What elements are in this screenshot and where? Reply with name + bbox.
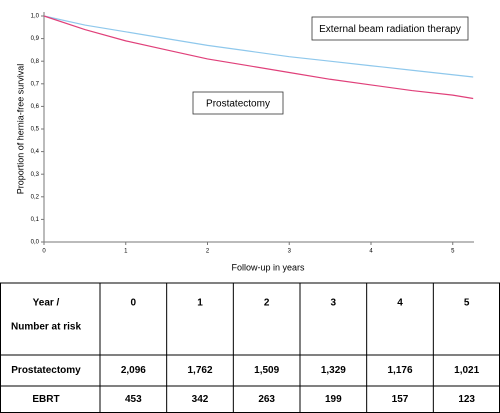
x-tick-label: 3: [288, 249, 292, 255]
y-tick-label: 0,5: [31, 127, 40, 133]
table-corner: Number at risk: [11, 322, 81, 333]
table-header: 3: [331, 298, 337, 309]
y-tick-label: 0,0: [31, 240, 40, 246]
table-cell: 123: [458, 394, 475, 405]
table-cell: 1,329: [321, 365, 346, 376]
y-tick-label: 0,3: [31, 172, 40, 178]
y-tick-label: 0,1: [31, 217, 40, 223]
table-corner: Year /: [33, 298, 60, 309]
table-header: 5: [464, 298, 470, 309]
table-cell: 1,509: [254, 365, 279, 376]
y-tick-label: 0,7: [31, 81, 40, 87]
table-cell: 199: [325, 394, 342, 405]
y-tick-label: 0,4: [31, 149, 40, 155]
table-cell: 263: [258, 394, 275, 405]
x-tick-label: 2: [206, 249, 210, 255]
table-cell: 157: [392, 394, 409, 405]
y-tick-label: 0,2: [31, 194, 40, 200]
y-tick-label: 0,8: [31, 59, 40, 65]
table-cell: Prostatectomy: [11, 365, 81, 376]
table-header: 2: [264, 298, 270, 309]
y-tick-label: 0,6: [31, 104, 40, 110]
legend-label: External beam radiation therapy: [319, 24, 461, 35]
x-tick-label: 1: [124, 249, 128, 255]
table-header: 0: [131, 298, 137, 309]
legend-box: [311, 16, 469, 41]
table-cell: 2,096: [121, 365, 146, 376]
table-header: 1: [197, 298, 203, 309]
survival-curve: [43, 15, 474, 100]
table-header: 4: [397, 298, 403, 309]
x-axis-label: Follow-up in years: [231, 262, 305, 272]
table-cell: 342: [192, 394, 209, 405]
y-tick-label: 0,9: [31, 36, 40, 42]
x-tick-label: 5: [451, 249, 455, 255]
table-cell: 1,762: [187, 365, 212, 376]
x-tick-label: 0: [42, 249, 46, 255]
x-tick-label: 4: [369, 249, 373, 255]
survival-curve: [43, 15, 474, 78]
table-cell: 453: [125, 394, 142, 405]
table-cell: 1,021: [454, 365, 479, 376]
y-tick-label: 1,0: [31, 14, 40, 20]
y-axis-label: Proportion of hernia-free survival: [15, 64, 25, 195]
legend-box: [192, 91, 284, 115]
table-cell: 1,176: [387, 365, 412, 376]
table-cell: EBRT: [32, 394, 59, 405]
legend-label: Prostatectomy: [206, 99, 270, 110]
